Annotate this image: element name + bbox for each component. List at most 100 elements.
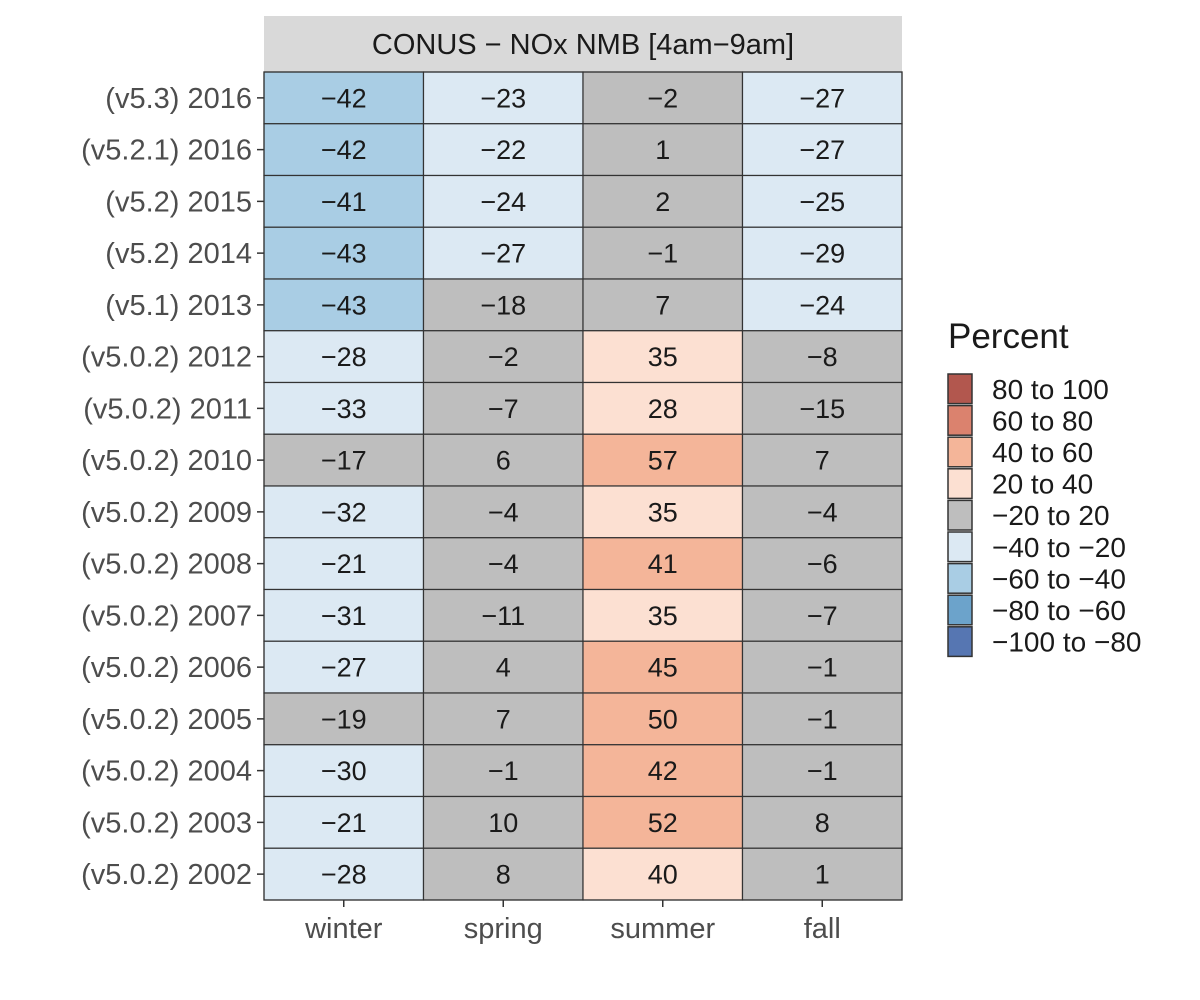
y-tick-label: (v5.0.2) 2006 bbox=[81, 652, 252, 684]
heatmap-cell bbox=[422, 847, 584, 901]
heatmap-cell bbox=[422, 226, 584, 280]
cell-value-label: 45 bbox=[648, 653, 678, 683]
heatmap-cell bbox=[582, 692, 744, 746]
heatmap-cell bbox=[741, 692, 903, 746]
cell-value-label: −28 bbox=[321, 860, 367, 890]
cell-value-label: −41 bbox=[321, 187, 367, 217]
y-tick-label: (v5.0.2) 2003 bbox=[81, 807, 252, 839]
cell-value-label: 4 bbox=[496, 653, 511, 683]
cell-value-label: 52 bbox=[648, 808, 678, 838]
y-tick-label: (v5.0.2) 2004 bbox=[81, 756, 252, 788]
cell-value-label: 35 bbox=[648, 497, 678, 527]
y-tick-label: (v5.0.2) 2005 bbox=[81, 704, 252, 736]
cell-value-label: 1 bbox=[655, 135, 670, 165]
cell-value-label: −24 bbox=[480, 187, 526, 217]
heatmap-cell bbox=[741, 795, 903, 849]
cell-value-label: 42 bbox=[648, 756, 678, 786]
cell-value-label: −25 bbox=[799, 187, 845, 217]
heatmap-cell bbox=[422, 381, 584, 435]
cell-value-label: −27 bbox=[799, 83, 845, 113]
heatmap-cell bbox=[582, 847, 744, 901]
cell-value-label: −18 bbox=[480, 290, 526, 320]
heatmap-cell bbox=[741, 847, 903, 901]
y-tick-label: (v5.0.2) 2011 bbox=[83, 393, 252, 425]
legend-key bbox=[947, 562, 973, 594]
legend-label: −20 to 20 bbox=[992, 500, 1110, 531]
cell-value-label: −7 bbox=[488, 394, 519, 424]
y-tick-label: (v5.1) 2013 bbox=[105, 290, 252, 322]
legend-key bbox=[947, 531, 973, 563]
cell-value-label: −29 bbox=[799, 239, 845, 269]
cell-value-label: −15 bbox=[799, 394, 845, 424]
heatmap-cell bbox=[741, 744, 903, 798]
cell-value-label: −42 bbox=[321, 135, 367, 165]
heatmap-cell bbox=[422, 433, 584, 487]
legend-label: −60 to −40 bbox=[992, 563, 1126, 594]
heatmap-cell bbox=[582, 330, 744, 384]
cell-value-label: −24 bbox=[799, 290, 845, 320]
legend-title: Percent bbox=[948, 317, 1069, 356]
cell-value-label: −1 bbox=[807, 653, 838, 683]
panel-border bbox=[263, 71, 903, 901]
cell-value-label: 8 bbox=[815, 808, 830, 838]
cell-value-label: −7 bbox=[807, 601, 838, 631]
heatmap-cell bbox=[422, 795, 584, 849]
heatmap-cell bbox=[263, 588, 425, 642]
cell-value-label: −2 bbox=[647, 83, 678, 113]
heatmap-cell bbox=[582, 588, 744, 642]
cell-value-label: −27 bbox=[321, 653, 367, 683]
heatmap-cell bbox=[582, 123, 744, 177]
heatmap-cells: −42 −23 −2 −27−42 −22 1 −27−41 −24 2 −25−43 −27 −1−… bbox=[263, 71, 903, 901]
legend-key bbox=[947, 404, 973, 436]
cell-value-label: 35 bbox=[648, 601, 678, 631]
heatmap-cell bbox=[582, 744, 744, 798]
cell-value-label: 1 bbox=[815, 860, 830, 890]
cell-value-label: 6 bbox=[496, 446, 511, 476]
legend-key bbox=[947, 468, 973, 500]
cell-value-label: −27 bbox=[799, 135, 845, 165]
heatmap-cell bbox=[741, 278, 903, 332]
legend-label: −100 to −80 bbox=[992, 627, 1141, 658]
legend-label: −80 to −60 bbox=[992, 595, 1126, 626]
legend-key bbox=[947, 626, 973, 658]
heatmap-cell bbox=[582, 485, 744, 539]
heatmap-cell bbox=[263, 330, 425, 384]
heatmap-cell bbox=[263, 226, 425, 280]
cell-value-label: −32 bbox=[321, 497, 367, 527]
cell-value-label: 7 bbox=[815, 446, 830, 476]
cell-value-label: 57 bbox=[648, 446, 678, 476]
y-tick-label: (v5.0.2) 2009 bbox=[81, 497, 252, 529]
legend-key bbox=[947, 436, 973, 468]
heatmap-cell bbox=[422, 330, 584, 384]
legend-label: 20 to 40 bbox=[992, 469, 1093, 500]
cell-value-label: 28 bbox=[648, 394, 678, 424]
cell-value-label: −28 bbox=[321, 342, 367, 372]
cell-value-label: 41 bbox=[648, 549, 678, 579]
cell-value-label: 7 bbox=[496, 704, 511, 734]
cell-value-label: −4 bbox=[488, 549, 519, 579]
y-tick-label: (v5.2) 2014 bbox=[105, 238, 252, 270]
cell-value-label: −21 bbox=[321, 808, 367, 838]
heatmap-cell bbox=[582, 71, 744, 125]
cell-value-label: −43 bbox=[321, 290, 367, 320]
heatmap-cell bbox=[741, 174, 903, 228]
heatmap-cell bbox=[263, 71, 425, 125]
cell-value-label: −1 bbox=[807, 756, 838, 786]
heatmap-cell bbox=[422, 537, 584, 591]
heatmap-cell bbox=[582, 433, 744, 487]
legend-label: 80 to 100 bbox=[992, 374, 1109, 405]
cell-value-label: −31 bbox=[321, 601, 367, 631]
heatmap-cell bbox=[582, 226, 744, 280]
legend-key bbox=[947, 499, 973, 531]
heatmap-cell bbox=[741, 123, 903, 177]
cell-value-label: −21 bbox=[321, 549, 367, 579]
cell-value-label: −8 bbox=[807, 342, 838, 372]
cell-value-label: −30 bbox=[321, 756, 367, 786]
y-tick-label: (v5.0.2) 2010 bbox=[81, 445, 252, 477]
cell-value-label: 8 bbox=[496, 860, 511, 890]
x-tick-label: winter bbox=[304, 913, 383, 945]
cell-value-label: −11 bbox=[481, 601, 525, 631]
cell-value-label: −1 bbox=[488, 756, 519, 786]
legend-label: 40 to 60 bbox=[992, 437, 1093, 468]
heatmap-cell bbox=[582, 795, 744, 849]
